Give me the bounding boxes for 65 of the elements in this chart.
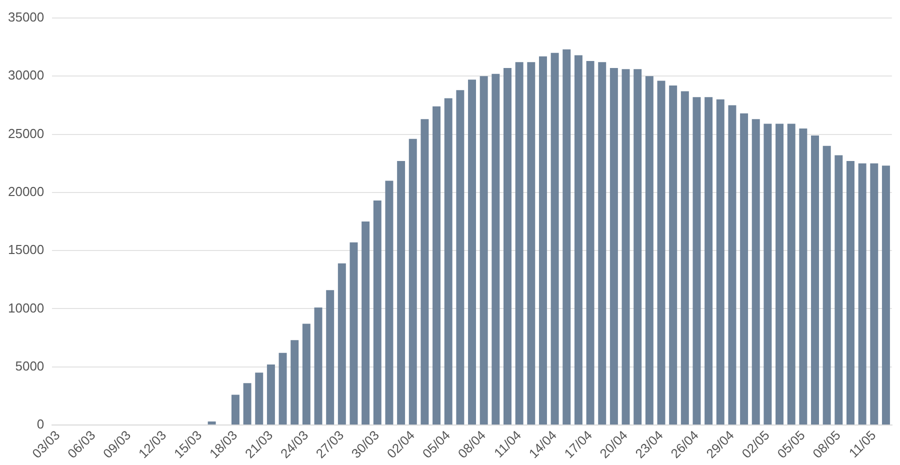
bar — [787, 124, 796, 424]
bar — [397, 161, 406, 424]
bar — [834, 155, 843, 424]
bar — [278, 352, 287, 424]
bar — [420, 119, 429, 424]
bar — [504, 68, 512, 424]
bar — [373, 200, 382, 424]
y-tick-label: 20000 — [8, 184, 44, 199]
bar — [562, 49, 571, 424]
bar — [669, 85, 678, 424]
bar — [456, 90, 464, 424]
bar — [362, 221, 370, 424]
bar — [822, 146, 831, 424]
y-tick-label: 15000 — [8, 242, 44, 258]
bar — [622, 69, 630, 424]
bar — [598, 62, 606, 424]
bar — [550, 52, 559, 424]
y-tick-label: 35000 — [8, 10, 44, 25]
bar — [586, 61, 594, 424]
bar — [231, 394, 240, 424]
y-tick-label: 30000 — [8, 68, 44, 83]
bar — [385, 180, 394, 424]
bar — [468, 80, 476, 424]
bar — [882, 166, 890, 424]
bar — [314, 308, 322, 424]
bar — [538, 56, 547, 424]
bar — [408, 138, 417, 424]
bar — [752, 119, 760, 424]
bar — [704, 97, 713, 424]
bar — [350, 242, 358, 424]
bar — [799, 128, 808, 424]
bar — [657, 80, 666, 424]
bar — [243, 383, 252, 424]
y-tick-label: 5000 — [15, 358, 44, 374]
bar — [645, 76, 654, 424]
bar — [728, 105, 736, 424]
y-tick-label: 10000 — [8, 300, 44, 316]
bar — [266, 364, 275, 424]
bar — [776, 124, 784, 424]
bar — [692, 97, 701, 424]
bar — [338, 263, 346, 424]
y-tick-label: 25000 — [8, 126, 44, 141]
bar — [764, 124, 772, 424]
bar — [302, 324, 310, 424]
bar — [492, 74, 500, 424]
bar — [634, 69, 642, 424]
bar — [208, 421, 216, 424]
bar — [870, 163, 878, 424]
bar — [480, 76, 488, 424]
bar — [811, 135, 819, 424]
bar — [740, 113, 748, 424]
bar — [574, 55, 582, 424]
y-tick-label: 0 — [36, 416, 44, 432]
bar — [432, 106, 441, 424]
bar — [680, 91, 689, 424]
bar — [846, 161, 854, 424]
bar — [610, 68, 618, 424]
bar — [858, 163, 866, 424]
bar — [290, 340, 299, 424]
bar — [444, 98, 452, 424]
bar — [255, 372, 264, 424]
bar — [515, 62, 524, 424]
bar — [326, 290, 334, 424]
bar — [527, 62, 536, 424]
bar — [716, 99, 724, 424]
